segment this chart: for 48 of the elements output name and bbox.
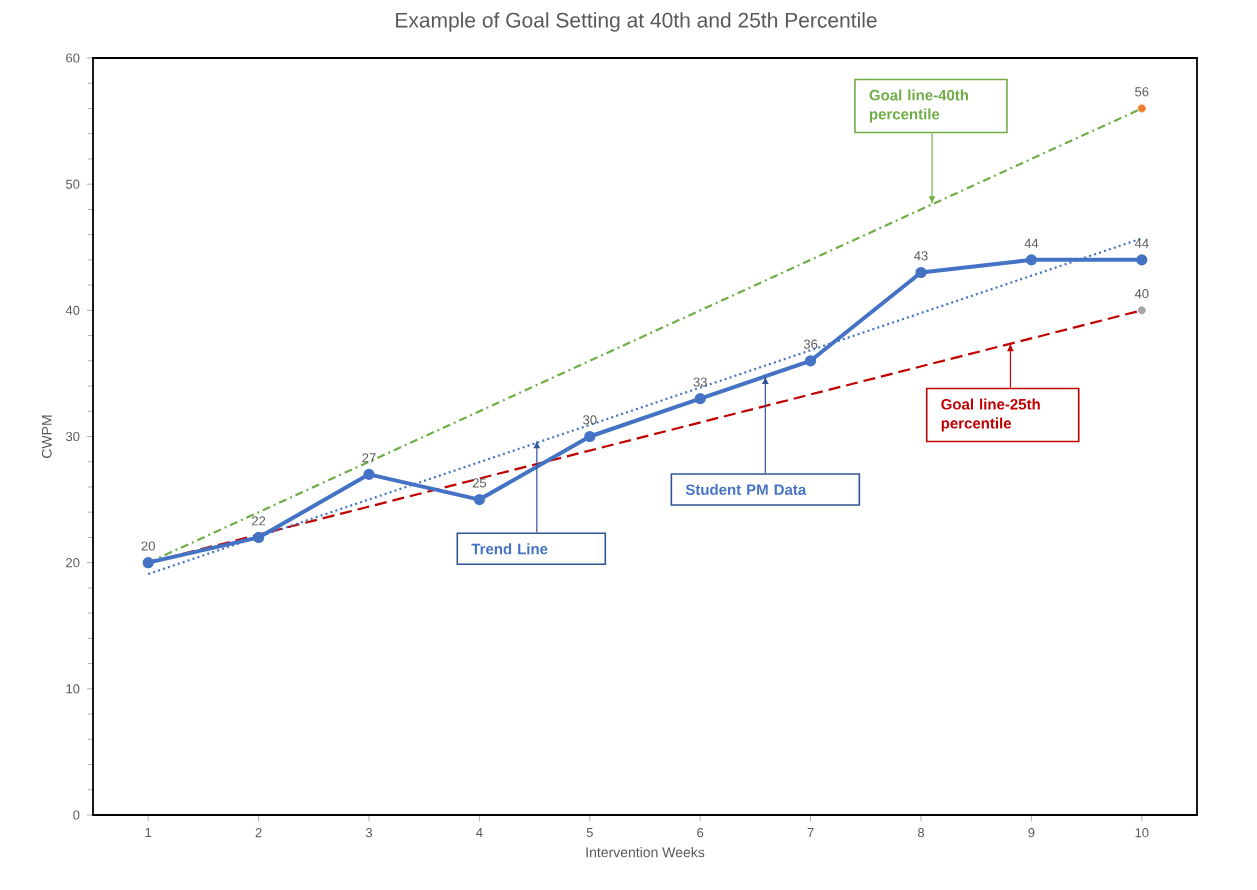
point	[473, 493, 486, 506]
point	[1137, 306, 1146, 315]
point	[253, 531, 265, 544]
x-tick-label: 2	[255, 828, 262, 838]
annotation: Goal line-25th percentile	[941, 398, 1040, 432]
y-tick-label: 50	[66, 179, 80, 189]
point	[1025, 254, 1038, 266]
point	[915, 266, 927, 279]
data-label: 27	[362, 453, 376, 463]
x-tick-label: 6	[697, 828, 704, 838]
point	[1137, 104, 1146, 113]
chart-title: Example of Goal Setting at 40th and 25th Percentile	[396, 12, 877, 32]
data-label: 30	[583, 415, 597, 425]
x-tick-label: 8	[917, 828, 925, 838]
data-label: 44	[1134, 238, 1149, 248]
data-label: 40	[1134, 289, 1149, 299]
x-tick-label: 5	[586, 828, 593, 838]
data-label: 20	[141, 541, 155, 551]
data-label: 44	[1024, 238, 1039, 248]
x-tick-label: 3	[365, 828, 373, 838]
y-tick-label: 40	[65, 305, 80, 315]
point	[1136, 254, 1148, 266]
data-label: 33	[693, 377, 707, 387]
y-axis-title: CWPM	[41, 415, 52, 458]
y-tick-label: 10	[66, 684, 80, 694]
annotation: Trend Line	[471, 543, 548, 555]
annotation: Goal line-40th percentile	[869, 89, 969, 123]
data-label: 25	[472, 478, 487, 488]
x-tick-label: 4	[476, 828, 483, 838]
point	[584, 430, 596, 443]
x-axis-title: Intervention Weeks	[586, 847, 705, 858]
y-tick-label: 30	[65, 431, 80, 442]
annotation: Student PM Data	[685, 484, 807, 496]
point	[694, 393, 706, 405]
point	[363, 468, 375, 480]
y-tick-label: 0	[73, 810, 80, 820]
x-tick-label: 9	[1028, 828, 1035, 838]
point	[805, 355, 817, 367]
data-label: 43	[914, 251, 928, 261]
point	[142, 557, 154, 569]
x-tick-label: 7	[807, 828, 814, 838]
x-tick-label: 1	[145, 828, 152, 838]
x-tick-label: 10	[1135, 828, 1149, 838]
y-tick-label: 20	[66, 558, 80, 568]
data-label: 36	[803, 339, 818, 349]
y-tick-label: 60	[66, 53, 80, 63]
data-label: 22	[252, 516, 266, 526]
data-label: 56	[1135, 87, 1149, 97]
